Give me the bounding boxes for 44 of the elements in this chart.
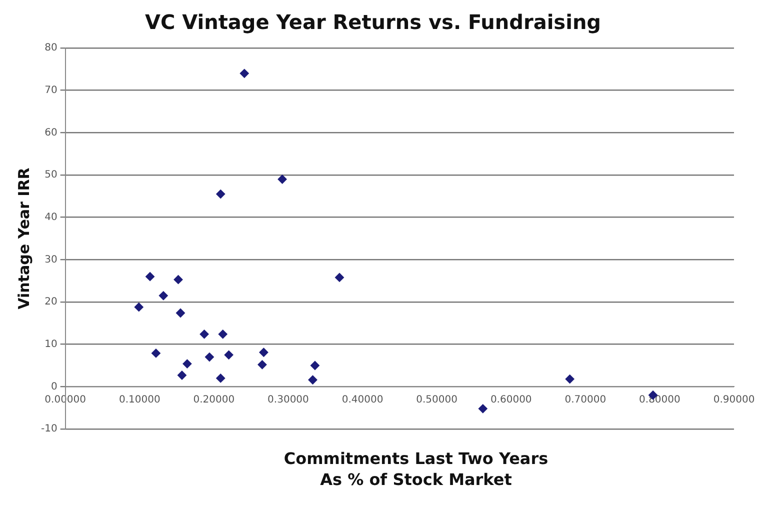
point [174, 275, 183, 284]
point [134, 302, 144, 312]
y-tick-label: 0 [50, 381, 58, 392]
point [146, 272, 155, 282]
point [151, 348, 160, 358]
point [177, 370, 186, 380]
x-axis-title: Commitments Last Two Years As % of Stock Market [282, 448, 550, 490]
point [218, 330, 228, 339]
point [278, 174, 287, 184]
point [478, 404, 488, 414]
point [310, 361, 320, 370]
y-tick-label: 70 [44, 84, 58, 96]
point [259, 348, 268, 357]
point [204, 352, 214, 362]
chart-title: VC Vintage Year Returns vs. Fundraising [145, 10, 601, 34]
y-tick-label: -10 [40, 424, 58, 435]
y-tick-label: 60 [44, 127, 58, 138]
point [216, 190, 226, 199]
point [176, 308, 185, 318]
point [334, 272, 344, 282]
x-tick-label: 0.50000 [416, 394, 458, 406]
point [224, 350, 234, 360]
x-tick-label: 0.20000 [193, 394, 235, 406]
x-tick-label: 0.30000 [268, 394, 309, 406]
point [216, 374, 226, 383]
y-tick-label: 40 [44, 212, 58, 223]
x-tick-label: 0.90000 [713, 394, 755, 406]
y-tick-label: 30 [44, 254, 58, 266]
x-tick-label: 0.60000 [490, 394, 532, 406]
y-axis-title: Vintage Year IRR [14, 167, 33, 310]
y-tick-label: 20 [44, 296, 58, 308]
point [182, 359, 192, 368]
x-tick-label: 0.10000 [118, 394, 160, 406]
y-tick-label: 10 [44, 338, 58, 350]
point [240, 68, 249, 78]
x-tick-label: 0.40000 [342, 394, 384, 406]
point [200, 330, 209, 339]
y-tick-label: 80 [44, 42, 58, 54]
point [565, 374, 574, 384]
point [308, 375, 318, 384]
point [158, 291, 168, 300]
point [258, 360, 267, 370]
y-tick-label: 50 [44, 170, 58, 181]
x-tick-label: 0.70000 [564, 394, 606, 406]
